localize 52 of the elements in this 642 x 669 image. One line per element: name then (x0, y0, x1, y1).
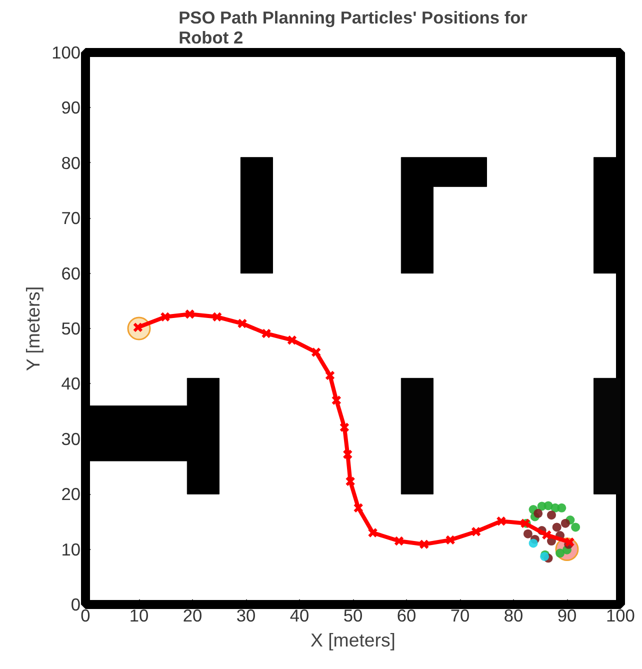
point (160, 312, 170, 322)
point (368, 528, 378, 538)
point (353, 502, 364, 513)
x-tick-label: 30 (236, 606, 256, 626)
x-tick-label: 90 (557, 606, 577, 626)
point (557, 503, 566, 512)
point (324, 370, 336, 380)
y-tick-label: 70 (61, 208, 81, 228)
point (345, 476, 356, 486)
y-axis-title: Y [meters] (22, 286, 44, 372)
point (571, 522, 580, 532)
point (552, 522, 562, 532)
x-tick-label: 70 (450, 606, 470, 626)
point (184, 309, 195, 320)
point (556, 548, 565, 558)
point (342, 449, 353, 460)
x-tick-label: 40 (290, 606, 310, 626)
x-tick-label: 20 (182, 606, 202, 626)
x-tick-label: 80 (504, 606, 524, 626)
y-tick-label: 10 (61, 539, 81, 560)
point (419, 539, 430, 550)
chart-title: PSO Path Planning Particles' Positions for Robot 2 (178, 8, 528, 48)
y-tick-label: 20 (61, 484, 81, 504)
point (311, 347, 322, 358)
x-tick-label: 50 (343, 606, 363, 626)
point (261, 328, 272, 339)
y-tick-label: 30 (61, 428, 81, 449)
point (523, 529, 532, 538)
point (339, 422, 350, 432)
y-tick-label: 100 (52, 42, 81, 62)
point (534, 508, 543, 518)
point (560, 518, 570, 528)
x-tick-label: 10 (129, 606, 149, 626)
point (331, 395, 342, 406)
point (542, 530, 552, 540)
point (471, 526, 482, 537)
y-tick-label: 50 (61, 318, 81, 338)
y-tick-label: 80 (61, 152, 81, 173)
y-tick-label: 60 (61, 263, 81, 284)
point (546, 510, 556, 520)
point (445, 534, 456, 545)
x-axis-title: X [meters] (310, 630, 396, 650)
point (496, 516, 506, 526)
point (394, 536, 404, 546)
y-tick-label: 40 (61, 374, 81, 394)
point (528, 538, 538, 548)
y-tick-label: 90 (61, 98, 81, 118)
x-tick-label: 60 (396, 606, 416, 626)
point (237, 318, 248, 329)
x-tick-label: 100 (606, 606, 635, 626)
point (286, 335, 298, 346)
point (212, 312, 222, 322)
